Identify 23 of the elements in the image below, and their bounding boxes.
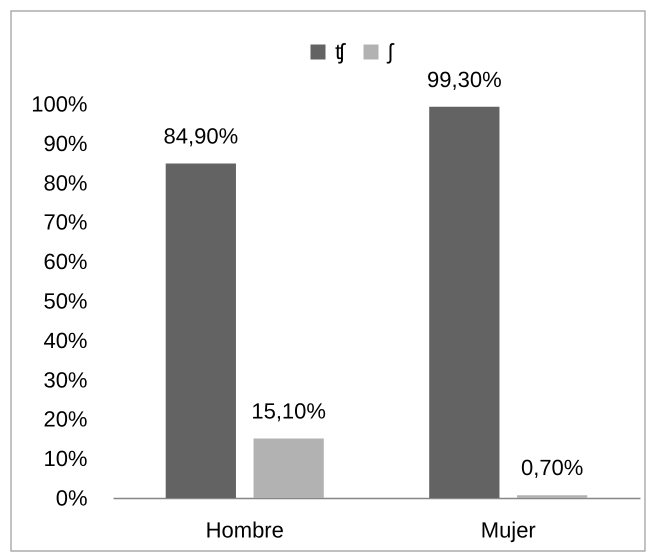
y-tick-label: 70% (43, 210, 88, 235)
legend-label: ʧ (335, 39, 346, 64)
y-tick-label: 0% (56, 486, 88, 510)
data-label: 15,10% (251, 398, 326, 424)
y-tick-label: 60% (43, 249, 88, 274)
legend-label: ʃ (386, 39, 395, 64)
y-tick-label: 40% (43, 328, 88, 353)
bar (429, 106, 500, 498)
y-tick-label: 30% (43, 367, 88, 392)
y-tick-label: 90% (43, 130, 88, 156)
bar (517, 495, 588, 498)
bar (166, 163, 236, 498)
y-tick-label: 20% (43, 406, 88, 432)
x-tick-label: Mujer (480, 518, 536, 542)
y-tick-label: 100% (31, 92, 88, 116)
x-tick-label: Hombre (206, 518, 284, 542)
y-tick-label: 50% (43, 288, 88, 314)
y-tick-label: 80% (43, 170, 88, 196)
data-label: 0,70% (520, 455, 584, 480)
data-label: 99,30% (427, 66, 502, 92)
bar (254, 438, 324, 498)
y-tick-label: 10% (43, 446, 88, 472)
data-label: 84,90% (164, 123, 238, 148)
